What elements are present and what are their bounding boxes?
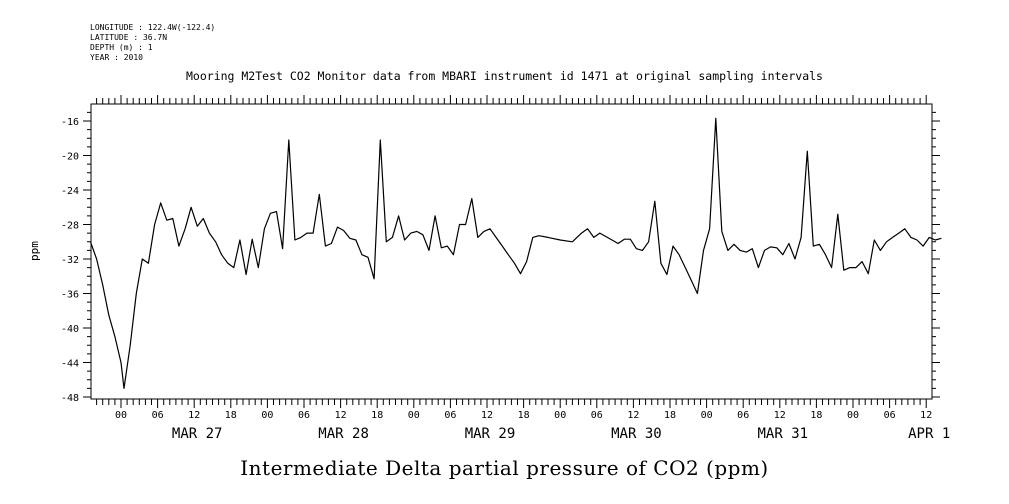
y-tick-label: -48 [61,393,79,404]
x-tick-label: 18 [518,410,530,421]
x-tick-label: 12 [774,410,786,421]
y-tick-label: -20 [61,152,79,163]
x-day-label: MAR 30 [611,426,662,442]
x-tick-label: 06 [737,410,749,421]
x-day-label: MAR 27 [172,426,223,442]
x-tick-label: 06 [591,410,603,421]
x-tick-label: 06 [298,410,310,421]
x-tick-label: 12 [627,410,639,421]
x-tick-label: 00 [554,410,566,421]
x-tick-label: 18 [371,410,383,421]
y-tick-label: -16 [61,117,79,128]
plot-frame [90,103,933,400]
y-axis-label: ppm [28,241,41,261]
x-tick-label: 00 [847,410,859,421]
x-axis-title: Intermediate Delta partial pressure of C… [240,456,769,480]
x-tick-label: 12 [481,410,493,421]
y-tick-label: -24 [61,186,79,197]
x-tick-label: 18 [810,410,822,421]
longitude-label: LONGITUDE : 122.4W(-122.4) [90,23,216,32]
x-tick-label: 00 [701,410,713,421]
x-tick-label: 06 [152,410,164,421]
y-tick-label: -32 [61,255,79,266]
x-tick-label: 06 [444,410,456,421]
x-day-label: MAR 28 [318,426,369,442]
x-day-label: APR 1 [908,426,950,442]
year-label: YEAR : 2010 [90,53,143,62]
x-tick-label: 06 [884,410,896,421]
x-tick-label: 12 [920,410,932,421]
series-line [89,117,942,389]
chart-title: Mooring M2Test CO2 Monitor data from MBA… [186,69,823,83]
x-tick-label: 12 [335,410,347,421]
y-tick-label: -44 [61,359,79,370]
y-tick-label: -40 [61,324,79,335]
y-tick-label: -28 [61,221,79,232]
x-tick-label: 00 [115,410,127,421]
x-tick-label: 18 [225,410,237,421]
depth-label: DEPTH (m) : 1 [90,43,153,52]
x-tick-label: 18 [664,410,676,421]
x-tick-label: 12 [188,410,200,421]
x-tick-label: 00 [261,410,273,421]
metadata-block: LONGITUDE : 122.4W(-122.4) LATITUDE : 36… [90,23,215,63]
x-day-label: MAR 29 [465,426,516,442]
y-tick-label: -36 [61,290,79,301]
x-tick-label: 00 [408,410,420,421]
latitude-label: LATITUDE : 36.7N [90,33,168,42]
x-day-label: MAR 31 [758,426,809,442]
